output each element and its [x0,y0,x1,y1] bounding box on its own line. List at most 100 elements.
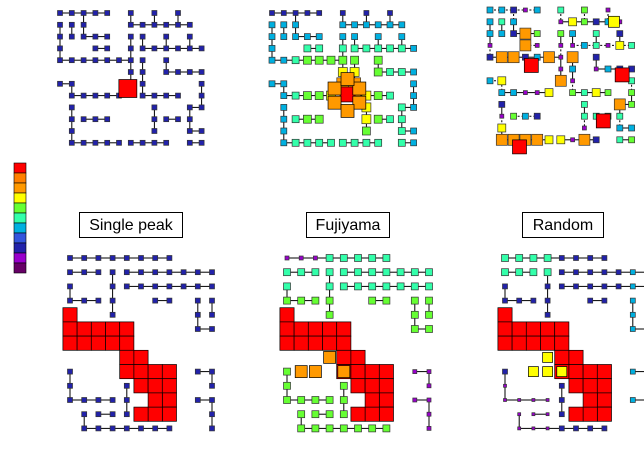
legend-swatch-6 [13,212,27,224]
node [280,21,288,29]
node [498,18,506,26]
node [368,254,377,262]
node [139,57,146,64]
node [412,369,418,374]
node [198,92,205,99]
peak-cell [147,392,163,408]
peak-cell [336,321,352,337]
node [194,269,201,276]
peak-cell [554,321,570,337]
peak-cell [62,335,78,351]
node [363,21,370,29]
node [127,45,134,52]
peak-node [340,72,355,86]
node [291,138,300,147]
node [368,282,377,291]
node [592,42,600,49]
node [556,135,566,145]
node [109,269,116,276]
legend-swatch-3 [13,182,27,194]
node [410,92,417,99]
node [368,268,377,277]
node [166,297,173,304]
node [268,56,276,64]
yellow-cell [556,366,568,377]
node [629,397,636,403]
node [502,368,508,375]
node [163,33,170,40]
node [186,45,193,52]
node [104,92,111,99]
node [304,33,311,40]
peak-cell [133,349,149,365]
node [396,282,405,291]
node [152,283,159,290]
node [175,10,181,16]
node [515,254,524,262]
node [127,139,134,146]
peak-cell [568,378,584,394]
node [109,255,116,261]
node [81,411,88,418]
node [374,44,383,53]
node [386,21,394,29]
peak-cell [62,321,78,337]
node [497,76,507,86]
peak-node [327,95,342,110]
node [397,44,406,53]
node [497,123,507,133]
node [339,424,348,433]
node [486,18,494,26]
node [152,297,159,304]
node [615,283,622,290]
node [558,411,565,418]
node [628,89,635,96]
node [280,56,288,64]
node [533,30,541,37]
node [311,396,320,404]
peak-cell [540,335,556,351]
node [175,116,181,123]
node [354,268,362,277]
node [569,30,576,37]
node [425,325,433,333]
node [194,297,201,304]
panel-fujiyama-network [279,254,433,433]
node [92,57,99,64]
node [104,33,111,40]
node [194,311,201,318]
node [198,139,205,146]
peak-cell [540,321,556,337]
node [325,268,334,277]
peak-cell [133,364,149,380]
peak-cell [364,392,380,408]
node [92,139,99,146]
node [410,104,417,111]
node [410,310,419,319]
node [362,138,371,147]
node [139,80,146,87]
peak-cell [161,392,177,408]
node [339,254,348,262]
node [151,104,158,111]
node [152,269,159,276]
node [163,57,170,64]
node [615,269,622,276]
node [163,45,170,52]
node [386,91,394,100]
node [80,116,87,123]
node [283,367,291,376]
node [382,296,391,305]
node [104,116,111,123]
node [601,425,608,432]
node [57,45,63,52]
node [581,101,588,108]
node [426,369,432,374]
node [566,51,579,64]
peak-cell [378,364,394,380]
node [339,33,347,40]
node [629,311,636,318]
peak-cell [596,364,612,380]
node [139,21,146,28]
